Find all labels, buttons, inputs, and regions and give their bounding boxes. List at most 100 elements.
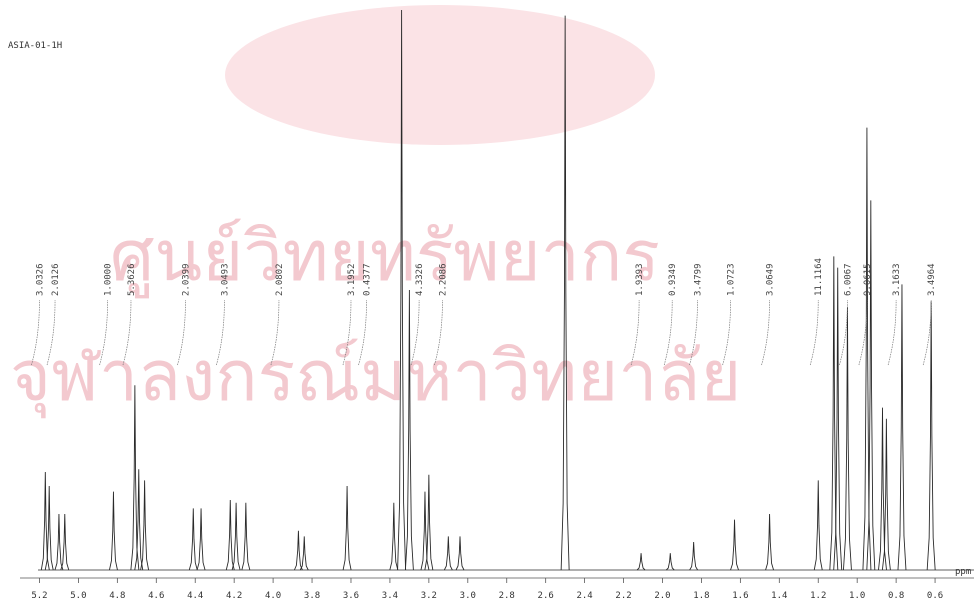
integral-label: 11.1164 [814,258,824,296]
peak [730,519,739,571]
peak [241,502,251,571]
peak [134,469,144,571]
integral-label: 3.0326 [35,263,45,296]
integral-label: 0.9349 [668,263,678,296]
x-tick-label: 0.8 [888,591,904,601]
peak [140,480,150,571]
integral-curve [270,299,280,366]
watermark-text: ศูนย์วิทยทรัพยากร [110,215,660,299]
integral-curve [663,299,673,366]
x-tick-label: 3.2 [421,591,437,601]
x-tick-label: 2.8 [499,591,515,601]
x-tick-label: 2.4 [576,591,592,601]
integral-curve [434,299,443,366]
peak [443,536,453,571]
integral-label: 3.4964 [927,263,937,296]
peak [689,541,699,571]
integral-curve [99,299,108,366]
peak [897,284,907,571]
x-tick-label: 5.0 [70,591,86,601]
integral-label: 3.1952 [347,263,357,296]
x-tick-label: 1.2 [810,591,826,601]
x-tick-label: 2.6 [538,591,554,601]
integral-curve [177,299,186,366]
peak [196,508,206,571]
integral-curve [410,299,420,366]
integral-label: 1.9393 [635,263,645,296]
x-tick-label: 1.6 [732,591,748,601]
peak [813,480,823,571]
integral-curve [358,299,367,366]
x-tick-label: 3.8 [304,591,320,601]
peak [881,418,891,571]
x-axis-label: ppm [955,567,971,577]
peak [404,289,414,571]
peak [389,502,399,571]
x-tick-label: 4.8 [109,591,125,601]
x-tick-label: 4.2 [226,591,242,601]
x-tick-label: 4.0 [265,591,281,601]
integral-label: 3.4799 [694,263,704,296]
integral-label: 5.3626 [127,263,137,296]
peak [424,474,434,571]
x-tick-label: 1.0 [849,591,865,601]
peak [188,508,198,571]
integral-curve [922,299,932,366]
integral-label: 1.0000 [104,263,114,296]
integral-curve [122,299,132,366]
integral-curve [46,299,56,366]
peak [420,491,430,571]
integral-curve [809,299,819,366]
integral-label: 1.0723 [727,263,737,296]
x-tick-label: 0.6 [927,591,943,601]
integral-curve [761,299,770,366]
x-tick-label: 2.2 [615,591,631,601]
x-tick-label: 3.4 [382,591,398,601]
integral-label: 3.0649 [766,263,776,296]
peak [665,553,675,571]
sample-title: ASIA-01-1H [8,41,62,51]
integral-curve [630,299,640,366]
x-tick-label: 3.0 [460,591,476,601]
integral-label: 9.0615 [863,263,873,296]
peak [231,502,241,571]
integral-curve [839,299,848,366]
x-tick-label: 2.0 [654,591,670,601]
peak [293,530,303,571]
peak [342,485,352,571]
x-tick-label: 1.4 [771,591,787,601]
integral-label: 2.0802 [275,263,285,296]
integral-label: 2.2086 [438,263,448,296]
x-tick-label: 4.6 [148,591,164,601]
peak [225,499,235,571]
peak [44,485,54,571]
x-tick-label: 4.4 [187,591,203,601]
peak [926,301,936,571]
peak [60,513,70,571]
watermark-text: จุฬาลงกรณ์มหาวิทยาลัย [10,335,741,419]
peak [765,513,775,571]
integral-curve [887,299,897,366]
integral-curve [31,299,40,366]
peak [299,536,309,571]
peak [866,200,876,571]
integral-label: 6.0067 [843,263,853,296]
x-tick-label: 3.6 [343,591,359,601]
x-tick-label: 1.8 [693,591,709,601]
watermark: ศูนย์วิทยทรัพยากร จุฬาลงกรณ์มหาวิทยาลัย [10,215,741,419]
peak [109,491,118,571]
peak [397,9,407,571]
peak [54,513,64,571]
integral-curve [689,299,698,366]
integral-curve [342,299,352,366]
peak [833,267,843,571]
watermark-emblem [225,5,655,145]
integral-label: 2.0126 [51,263,61,296]
peak [40,471,50,571]
integral-curve [858,299,868,366]
integral-label: 0.4377 [363,263,373,296]
integral-label: 2.0399 [181,263,191,296]
peak [842,306,852,571]
peak [455,536,465,571]
